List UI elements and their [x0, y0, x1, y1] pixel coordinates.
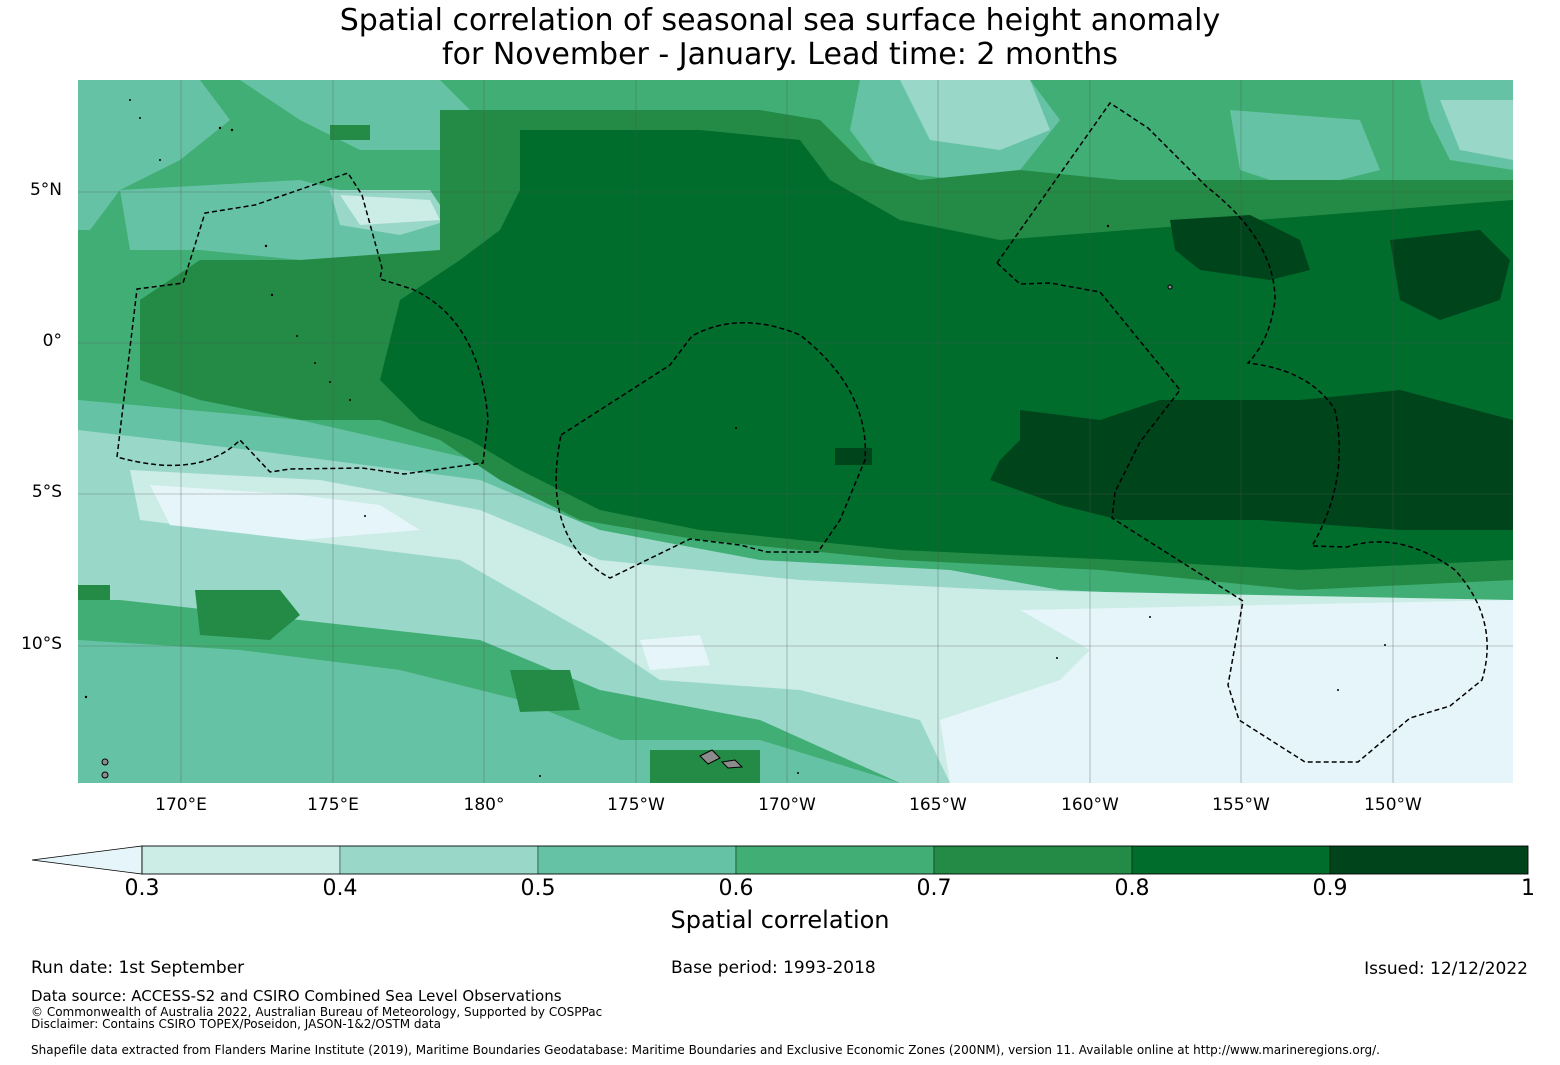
colorbar-title: Spatial correlation [670, 906, 890, 934]
eez-boundary-east [996, 101, 1488, 763]
title-line-2: for November - January. Lead time: 2 mon… [442, 37, 1118, 72]
lon-label-160w: 160°W [1061, 795, 1119, 815]
lat-label-5n: 5°N [29, 180, 62, 200]
data-source: Data source: ACCESS-S2 and CSIRO Combine… [31, 987, 562, 1005]
colorbar-tick-label: 0.8 [1114, 876, 1150, 901]
shapefile-credit: Shapefile data extracted from Flanders M… [31, 1043, 1380, 1057]
colorbar-tick-label: 0.7 [916, 876, 952, 901]
eez-boundary-west [116, 172, 489, 475]
islands [101, 284, 1173, 779]
lat-label-10s: 10°S [21, 634, 62, 654]
samoa-island [699, 749, 721, 765]
colorbar-tick-label: 0.3 [124, 876, 160, 901]
graticule [78, 80, 1513, 783]
samoa-island [720, 759, 744, 769]
atolls [84, 99, 1386, 777]
lon-label-155w: 155°W [1212, 795, 1270, 815]
lon-label-175w: 175°W [607, 795, 665, 815]
colorbar-segment [933, 845, 1133, 875]
lat-label-0: 0° [42, 331, 62, 351]
title-line-1: Spatial correlation of seasonal sea surf… [339, 3, 1221, 38]
colorbar-segment [141, 845, 341, 875]
colorbar-segment [537, 845, 737, 875]
lon-label-180: 180° [463, 795, 505, 815]
colorbar-extend-min [31, 845, 143, 875]
colorbar [31, 845, 1529, 875]
colorbar-outline [141, 845, 1529, 875]
lat-label-5s: 5°S [31, 482, 62, 502]
copyright: © Commonwealth of Australia 2022, Austra… [31, 1005, 603, 1019]
issued-date: Issued: 12/12/2022 [1364, 959, 1528, 979]
lon-label-150w: 150°W [1364, 795, 1422, 815]
lon-label-170w: 170°W [758, 795, 816, 815]
map-title: Spatial correlation of seasonal sea surf… [0, 4, 1560, 72]
base-period: Base period: 1993-2018 [671, 958, 876, 978]
colorbar-segment [1131, 845, 1331, 875]
lon-label-165w: 165°W [909, 795, 967, 815]
colorbar-tick-label: 0.5 [520, 876, 556, 901]
colorbar-tick-label: 0.6 [718, 876, 754, 901]
lon-label-170e: 170°E [155, 795, 207, 815]
colorbar-tick-label: 0.4 [322, 876, 358, 901]
correlation-map [78, 80, 1513, 783]
eez-boundary-central [555, 322, 867, 579]
colorbar-tick-label: 0.9 [1312, 876, 1348, 901]
run-date: Run date: 1st September [31, 958, 245, 978]
field-0.9-1 [835, 215, 1513, 530]
colorbar-segment [1329, 845, 1529, 875]
colorbar-segment [339, 845, 539, 875]
disclaimer: Disclaimer: Contains CSIRO TOPEX/Poseido… [31, 1017, 441, 1031]
eez-boundaries [116, 101, 1488, 763]
colorbar-segment [735, 845, 935, 875]
lon-label-175e: 175°E [307, 795, 359, 815]
colorbar-tick-label: 1 [1521, 876, 1535, 901]
